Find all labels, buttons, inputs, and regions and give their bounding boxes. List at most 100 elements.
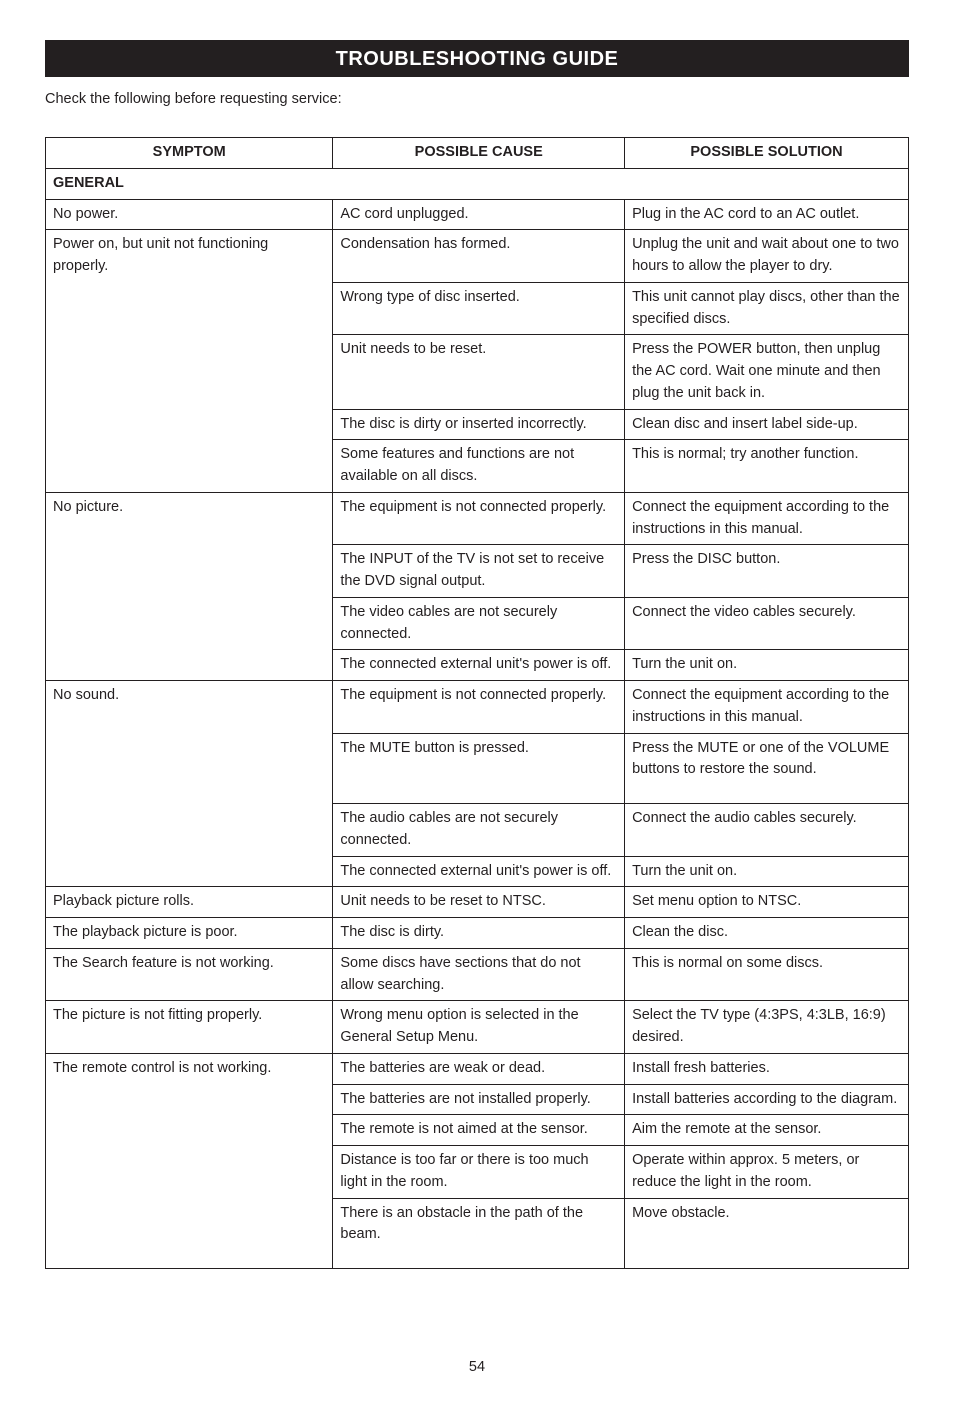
cause-cell: There is an obstacle in the path of the …	[333, 1198, 625, 1269]
solution-cell: Press the MUTE or one of the VOLUME butt…	[625, 733, 909, 804]
solution-cell: Aim the remote at the sensor.	[625, 1115, 909, 1146]
solution-cell: Plug in the AC cord to an AC outlet.	[625, 199, 909, 230]
section-label: GENERAL	[46, 168, 909, 199]
table-row: The remote control is not working. The b…	[46, 1053, 909, 1084]
table-row: Wrong type of disc inserted. This unit c…	[46, 282, 909, 335]
table-row: Distance is too far or there is too much…	[46, 1146, 909, 1199]
solution-cell: Select the TV type (4:3PS, 4:3LB, 16:9) …	[625, 1001, 909, 1054]
cause-cell: The batteries are weak or dead.	[333, 1053, 625, 1084]
symptom-cell	[46, 409, 333, 440]
symptom-cell: Playback picture rolls.	[46, 887, 333, 918]
symptom-cell	[46, 335, 333, 409]
solution-cell: Turn the unit on.	[625, 856, 909, 887]
symptom-cell	[46, 733, 333, 804]
cause-cell: The connected external unit's power is o…	[333, 856, 625, 887]
symptom-cell: Power on, but unit not functioning prope…	[46, 230, 333, 283]
symptom-cell: No sound.	[46, 681, 333, 734]
symptom-cell	[46, 1198, 333, 1269]
symptom-cell	[46, 545, 333, 598]
solution-cell: Clean disc and insert label side-up.	[625, 409, 909, 440]
solution-cell: This unit cannot play discs, other than …	[625, 282, 909, 335]
solution-cell: Connect the video cables securely.	[625, 597, 909, 650]
table-row: The batteries are not installed properly…	[46, 1084, 909, 1115]
cause-cell: The connected external unit's power is o…	[333, 650, 625, 681]
table-row: The connected external unit's power is o…	[46, 856, 909, 887]
symptom-cell	[46, 804, 333, 857]
table-row: Some features and functions are not avai…	[46, 440, 909, 493]
col-solution: POSSIBLE SOLUTION	[625, 138, 909, 169]
cause-cell: The disc is dirty.	[333, 918, 625, 949]
intro-text: Check the following before requesting se…	[45, 91, 909, 107]
table-row: The connected external unit's power is o…	[46, 650, 909, 681]
cause-cell: Unit needs to be reset.	[333, 335, 625, 409]
table-row: The disc is dirty or inserted incorrectl…	[46, 409, 909, 440]
symptom-cell: No picture.	[46, 492, 333, 545]
cause-cell: The batteries are not installed properly…	[333, 1084, 625, 1115]
table-row: The playback picture is poor. The disc i…	[46, 918, 909, 949]
table-row: Playback picture rolls. Unit needs to be…	[46, 887, 909, 918]
table-row: The INPUT of the TV is not set to receiv…	[46, 545, 909, 598]
symptom-cell	[46, 440, 333, 493]
cause-cell: Unit needs to be reset to NTSC.	[333, 887, 625, 918]
table-row: The MUTE button is pressed. Press the MU…	[46, 733, 909, 804]
cause-cell: The INPUT of the TV is not set to receiv…	[333, 545, 625, 598]
solution-cell: Connect the audio cables securely.	[625, 804, 909, 857]
symptom-cell	[46, 650, 333, 681]
table-row: No power. AC cord unplugged. Plug in the…	[46, 199, 909, 230]
symptom-cell	[46, 1115, 333, 1146]
solution-cell: Install fresh batteries.	[625, 1053, 909, 1084]
symptom-cell: No power.	[46, 199, 333, 230]
table-row: The audio cables are not securely connec…	[46, 804, 909, 857]
cause-cell: The disc is dirty or inserted incorrectl…	[333, 409, 625, 440]
cause-cell: Some features and functions are not avai…	[333, 440, 625, 493]
solution-cell: Press the POWER button, then unplug the …	[625, 335, 909, 409]
symptom-cell: The remote control is not working.	[46, 1053, 333, 1084]
cause-cell: Wrong type of disc inserted.	[333, 282, 625, 335]
solution-cell: Press the DISC button.	[625, 545, 909, 598]
cause-cell: The video cables are not securely connec…	[333, 597, 625, 650]
cause-cell: Condensation has formed.	[333, 230, 625, 283]
cause-cell: The MUTE button is pressed.	[333, 733, 625, 804]
symptom-cell: The picture is not fitting properly.	[46, 1001, 333, 1054]
symptom-cell	[46, 1146, 333, 1199]
solution-cell: This is normal; try another function.	[625, 440, 909, 493]
cause-cell: The audio cables are not securely connec…	[333, 804, 625, 857]
solution-cell: Clean the disc.	[625, 918, 909, 949]
cause-cell: Wrong menu option is selected in the Gen…	[333, 1001, 625, 1054]
solution-cell: This is normal on some discs.	[625, 948, 909, 1001]
table-row: No sound. The equipment is not connected…	[46, 681, 909, 734]
cause-cell: The equipment is not connected properly.	[333, 681, 625, 734]
table-row: The picture is not fitting properly. Wro…	[46, 1001, 909, 1054]
solution-cell: Connect the equipment according to the i…	[625, 492, 909, 545]
symptom-cell	[46, 282, 333, 335]
symptom-cell	[46, 856, 333, 887]
symptom-cell	[46, 1084, 333, 1115]
cause-cell: Distance is too far or there is too much…	[333, 1146, 625, 1199]
table-row: Power on, but unit not functioning prope…	[46, 230, 909, 283]
cause-cell: Some discs have sections that do not all…	[333, 948, 625, 1001]
solution-cell: Install batteries according to the diagr…	[625, 1084, 909, 1115]
page-title-bar: TROUBLESHOOTING GUIDE	[45, 40, 909, 77]
symptom-cell: The Search feature is not working.	[46, 948, 333, 1001]
table-row: The Search feature is not working. Some …	[46, 948, 909, 1001]
cause-cell: The equipment is not connected properly.	[333, 492, 625, 545]
table-header-row: SYMPTOM POSSIBLE CAUSE POSSIBLE SOLUTION	[46, 138, 909, 169]
col-cause: POSSIBLE CAUSE	[333, 138, 625, 169]
solution-cell: Set menu option to NTSC.	[625, 887, 909, 918]
solution-cell: Operate within approx. 5 meters, or redu…	[625, 1146, 909, 1199]
symptom-cell: The playback picture is poor.	[46, 918, 333, 949]
solution-cell: Unplug the unit and wait about one to tw…	[625, 230, 909, 283]
solution-cell: Connect the equipment according to the i…	[625, 681, 909, 734]
table-row: No picture. The equipment is not connect…	[46, 492, 909, 545]
page-number: 54	[45, 1359, 909, 1375]
troubleshooting-table: SYMPTOM POSSIBLE CAUSE POSSIBLE SOLUTION…	[45, 137, 909, 1269]
table-row: Unit needs to be reset. Press the POWER …	[46, 335, 909, 409]
cause-cell: The remote is not aimed at the sensor.	[333, 1115, 625, 1146]
section-row: GENERAL	[46, 168, 909, 199]
solution-cell: Move obstacle.	[625, 1198, 909, 1269]
table-row: The video cables are not securely connec…	[46, 597, 909, 650]
cause-cell: AC cord unplugged.	[333, 199, 625, 230]
solution-cell: Turn the unit on.	[625, 650, 909, 681]
table-row: There is an obstacle in the path of the …	[46, 1198, 909, 1269]
symptom-cell	[46, 597, 333, 650]
